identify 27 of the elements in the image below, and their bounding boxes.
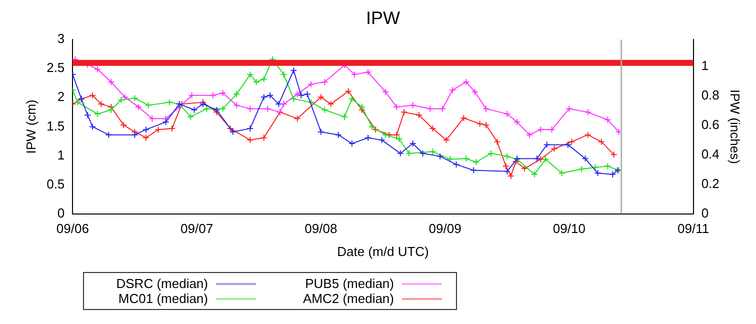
x-tick-label: 09/09: [428, 221, 462, 236]
y-tick-label: 1.5: [46, 118, 65, 134]
y2-tick-label: 1: [701, 58, 709, 73]
y-tick-label: 0.5: [46, 176, 65, 192]
x-tick-label: 09/11: [678, 221, 710, 236]
y2-tick-label: 0.4: [701, 146, 720, 162]
y-tick-label: 2: [57, 89, 65, 104]
y-tick-label: 3: [57, 31, 65, 46]
y2-axis-title: IPW (inches): [728, 89, 743, 164]
y2-tick-label: 0: [701, 205, 709, 220]
x-tick-label: 09/10: [552, 221, 586, 236]
x-tick-label: 09/06: [56, 221, 89, 236]
x-tick-label: 09/07: [180, 221, 214, 236]
chart-title: IPW: [366, 8, 400, 28]
y-tick-label: 2.5: [46, 60, 65, 76]
y-tick-label: 0: [57, 205, 65, 220]
y2-tick-label: 0.8: [701, 87, 720, 102]
y-axis-title: IPW (cm): [23, 100, 38, 154]
y2-tick-label: 0.6: [701, 116, 720, 132]
legend-label: DSRC (median): [116, 276, 208, 291]
x-axis-title: Date (m/d UTC): [337, 244, 429, 259]
x-tick-label: 09/08: [304, 221, 338, 236]
y2-tick-label: 0.2: [701, 176, 720, 191]
y-tick-label: 1: [57, 147, 65, 162]
legend-label: AMC2 (median): [302, 291, 394, 306]
legend-label: PUB5 (median): [305, 276, 394, 291]
legend-label: MC01 (median): [118, 291, 208, 306]
